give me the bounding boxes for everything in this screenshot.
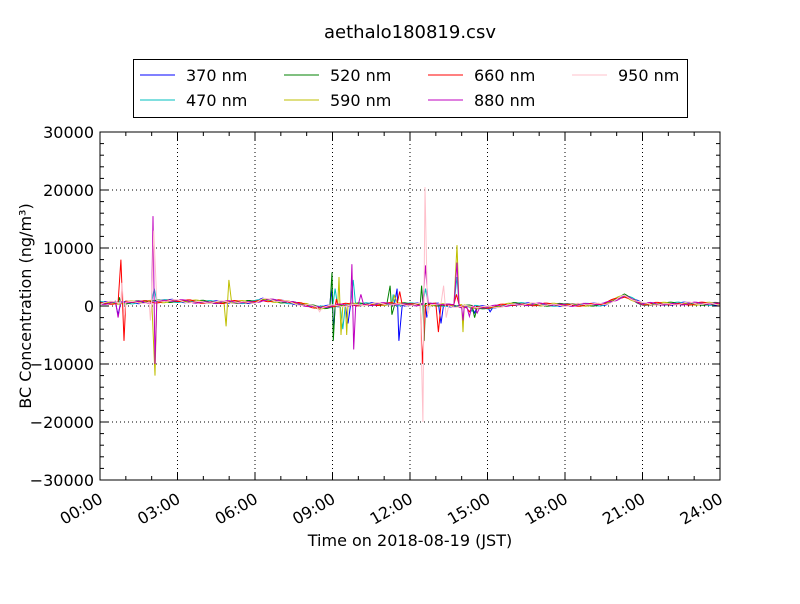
legend-label: 590 nm <box>330 91 391 110</box>
x-tick-label: 00:00 <box>57 489 106 529</box>
y-tick-label: −20000 <box>30 413 94 432</box>
y-tick-label: 0 <box>84 297 94 316</box>
y-tick-label: 30000 <box>43 123 94 142</box>
y-tick-label: 10000 <box>43 239 94 258</box>
y-tick-labels: −30000 −20000 −10000 0 10000 20000 30000 <box>30 123 94 490</box>
x-tick-label: 12:00 <box>367 489 416 529</box>
x-tick-label: 15:00 <box>444 489 493 529</box>
y-tick-label: 20000 <box>43 181 94 200</box>
legend-label: 950 nm <box>618 66 679 85</box>
plot-frame <box>99 131 721 481</box>
x-tick-label: 03:00 <box>134 489 183 529</box>
series-line-520-nm <box>99 272 721 341</box>
x-axis-label: Time on 2018-08-19 (JST) <box>307 531 512 550</box>
y-tick-label: −30000 <box>30 471 94 490</box>
x-tick-label: 21:00 <box>599 489 648 529</box>
legend-box <box>133 59 688 118</box>
x-tick-labels: 00:00 03:00 06:00 09:00 12:00 15:00 18:00 21:00… <box>57 489 726 529</box>
legend-label: 470 nm <box>186 91 247 110</box>
y-axis-label: BC Concentration (ng/m³) <box>16 203 35 408</box>
x-tick-label: 24:00 <box>677 489 726 529</box>
y-tick-label: −10000 <box>30 355 94 374</box>
legend-label: 660 nm <box>474 66 535 85</box>
series-lines <box>99 187 721 423</box>
legend-label: 370 nm <box>186 66 247 85</box>
legend-label: 880 nm <box>474 91 535 110</box>
series-line-880-nm <box>99 216 721 365</box>
grid <box>100 132 720 480</box>
chart-title: aethalo180819.csv <box>324 22 496 43</box>
x-tick-label: 18:00 <box>522 489 571 529</box>
x-tick-label: 09:00 <box>289 489 338 529</box>
x-tick-label: 06:00 <box>212 489 261 529</box>
legend-label: 520 nm <box>330 66 391 85</box>
series-line-950-nm <box>99 187 721 423</box>
legend: 370 nm 470 nm 520 nm 590 nm 660 nm 880 nm 950 … <box>133 59 688 118</box>
